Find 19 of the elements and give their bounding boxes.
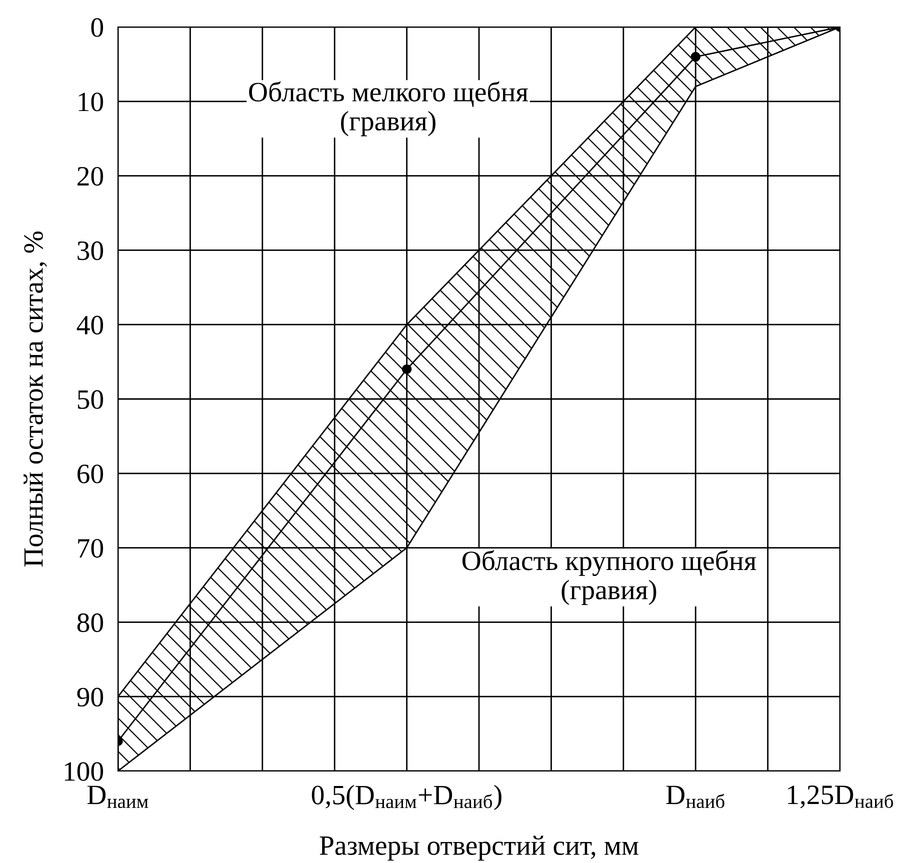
x-tick-label: 0,5(D$_{наим}$+D$_{наиб}$) [312,784,502,810]
annotation: Область крупного щебня (гравия) [462,550,756,606]
y-tick-label: 100 [64,762,104,781]
y-tick-label: 60 [78,464,104,484]
x-tick-label: D$_{наим}$ [87,786,148,808]
x-tick-label: D$_{наиб}$ [666,786,724,808]
y-tick-label: 40 [76,316,104,335]
y-axis-title: Полный остаток на ситах, % [24,231,47,567]
y-tick-label: 10 [78,92,104,112]
x-axis-title: Размеры отверстий сит, мм [320,836,638,861]
y-tick-label: 90 [77,688,104,707]
y-tick-label: 0 [91,18,104,37]
y-tick-label: 80 [77,613,104,632]
y-tick-label: 20 [78,166,104,186]
x-tick-label: 1,25D$_{наиб}$ [788,786,894,808]
y-tick-label: 70 [78,538,104,558]
annotation: Область мелкого щебня (гравия) [249,81,528,136]
y-tick-label: 50 [78,390,104,409]
y-tick-label: 30 [78,241,104,260]
